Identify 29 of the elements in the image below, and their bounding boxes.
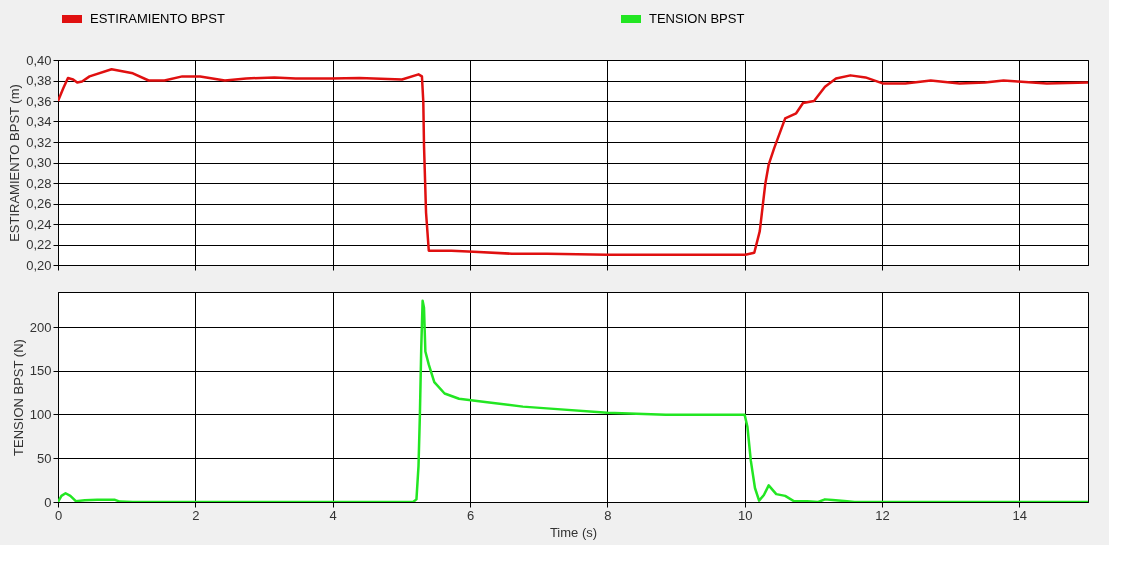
x-axis-title: Time (s): [549, 524, 598, 540]
x-tick-label: 12: [875, 507, 890, 523]
y-tick-label: 0,30: [26, 155, 52, 170]
x-tick-label: 6: [466, 507, 475, 523]
y-axis-title: TENSION BPST (N): [10, 339, 26, 456]
y-tick-label: 150: [29, 363, 52, 379]
y-tick-label: 200: [29, 319, 52, 335]
y-tick-label: 0,34: [26, 114, 52, 129]
y-tick-label: 0,26: [26, 196, 52, 211]
y-tick-label: 0: [44, 494, 52, 510]
y-tick-label: 100: [29, 407, 52, 422]
y-tick-label: 0,40: [26, 52, 52, 68]
x-tick-label: 4: [329, 507, 337, 523]
y-tick-label: 0,38: [26, 73, 52, 88]
y-axis-title: ESTIRAMIENTO BPST (m): [7, 84, 23, 242]
y-tick-label: 0,24: [26, 216, 52, 232]
y-tick-label: 0,36: [26, 93, 52, 109]
x-tick-label: 8: [604, 507, 612, 523]
y-tick-label: 50: [37, 450, 52, 466]
x-tick-label: 10: [737, 507, 753, 523]
x-tick-label: 0: [54, 507, 63, 523]
x-tick-label: 14: [1012, 507, 1028, 523]
legend-label: ESTIRAMIENTO BPST: [90, 11, 225, 26]
x-tick-label: 2: [192, 507, 200, 523]
y-tick-label: 0,22: [26, 237, 52, 252]
y-tick-label: 0,28: [26, 175, 52, 191]
y-tick-label: 0,20: [26, 257, 52, 273]
y-tick-label: 0,32: [26, 134, 52, 150]
legend-label: TENSION BPST: [649, 11, 745, 26]
